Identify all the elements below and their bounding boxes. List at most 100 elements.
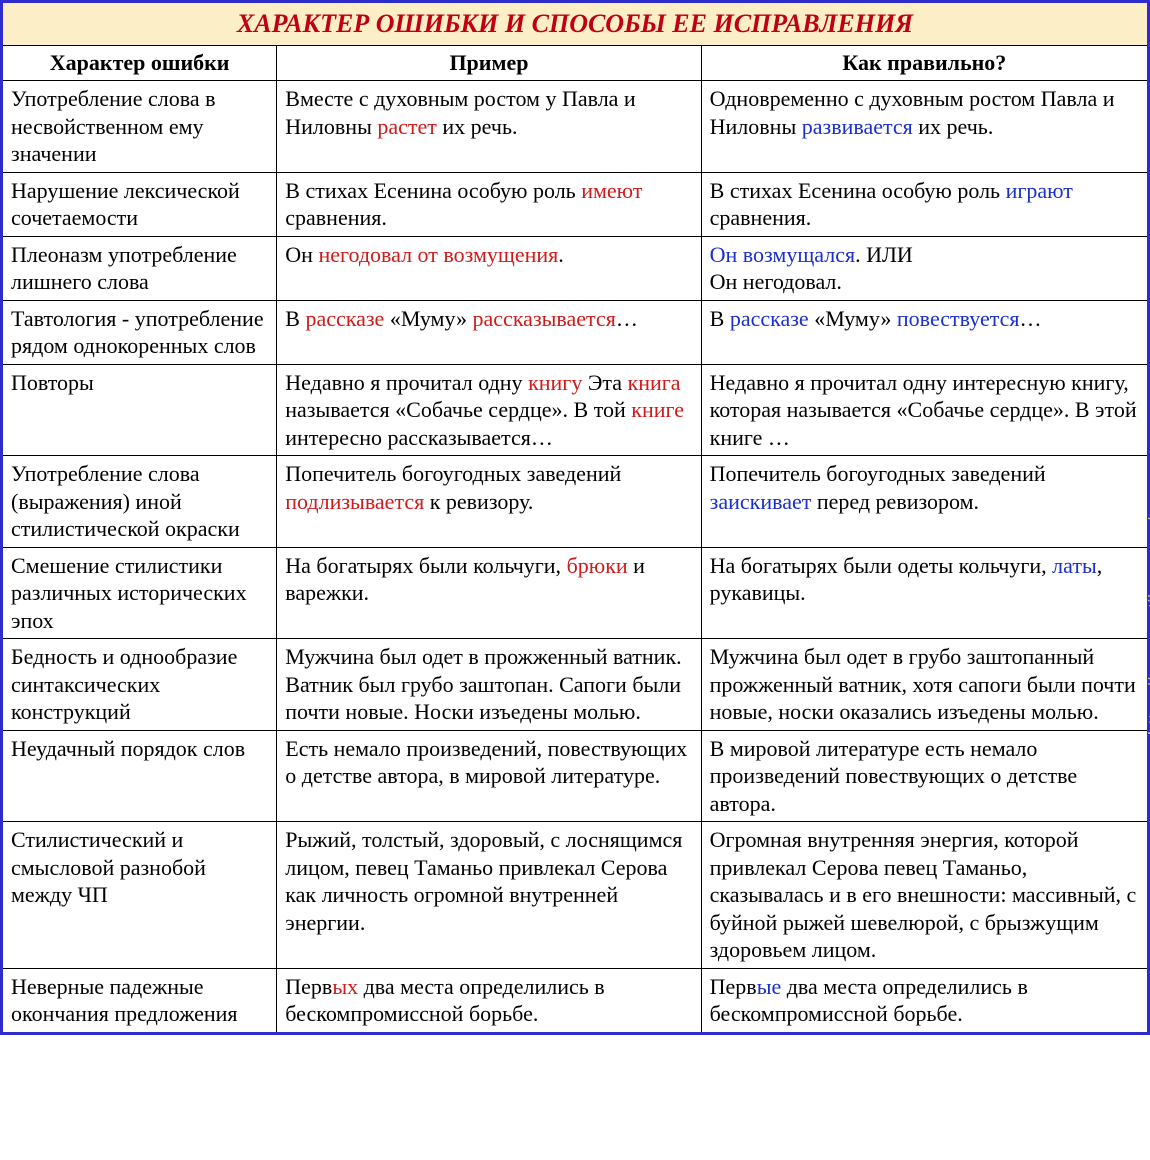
text-run: . ИЛИ (855, 242, 913, 267)
cell-error-type: Бедность и однообразие синтаксических ко… (2, 639, 277, 731)
cell-error-type: Тавтология - употребление рядом однокоре… (2, 300, 277, 364)
error-highlight: имеют (581, 178, 642, 203)
text-run: Он (285, 242, 318, 267)
table-row: Употребление слова в несвойственном ему … (2, 81, 1149, 173)
text-run: В стихах Есенина особую роль (710, 178, 1006, 203)
text-run: Огромная внутренняя энергия, которой при… (710, 827, 1137, 962)
text-run: В стихах Есенина особую роль (285, 178, 581, 203)
text-run: Перв (710, 974, 757, 999)
text-run: Эта (582, 370, 627, 395)
error-highlight: брюки (567, 553, 628, 578)
text-run: Мужчина был одет в грубо заштопанный про… (710, 644, 1136, 724)
cell-example: В стихах Есенина особую роль имеют сравн… (277, 172, 701, 236)
table-title: ХАРАКТЕР ОШИБКИ И СПОСОБЫ ЕЕ ИСПРАВЛЕНИЯ (2, 2, 1149, 46)
text-run: Перв (285, 974, 332, 999)
text-run: … (1020, 306, 1042, 331)
table-row: Употребление слова (выражения) иной стил… (2, 456, 1149, 548)
cell-example: Вместе с духовным ростом у Павла и Нилов… (277, 81, 701, 173)
cell-error-type: Нарушение лексической сочетаемости (2, 172, 277, 236)
table-row: Неудачный порядок словЕсть немало произв… (2, 730, 1149, 822)
error-highlight: подлизывается (285, 489, 424, 514)
table-row: ПовторыНедавно я прочитал одну книгу Эта… (2, 364, 1149, 456)
text-run: интересно рассказывается… (285, 425, 553, 450)
cell-error-type: Употребление слова (выражения) иной стил… (2, 456, 277, 548)
correct-highlight: развивается (802, 114, 913, 139)
error-highlight: ых (332, 974, 358, 999)
text-run: «Муму» (809, 306, 897, 331)
text-run: . (558, 242, 564, 267)
table-row: Смешение стилистики различных историческ… (2, 547, 1149, 639)
text-run: «Муму» (384, 306, 472, 331)
text-run: Есть немало произведений, повествующих о… (285, 736, 687, 789)
text-run: В (710, 306, 730, 331)
text-run: перед ревизором. (811, 489, 979, 514)
correct-highlight: латы (1052, 553, 1097, 578)
text-run: На богатырях были кольчуги, (285, 553, 566, 578)
errors-table: ХАРАКТЕР ОШИБКИ И СПОСОБЫ ЕЕ ИСПРАВЛЕНИЯ… (0, 0, 1150, 1035)
text-run: сравнения. (710, 205, 812, 230)
cell-correct: Он возмущался. ИЛИ Он негодовал. (701, 236, 1148, 300)
text-run: их речь. (913, 114, 994, 139)
text-run: Недавно я прочитал одну (285, 370, 528, 395)
cell-correct: В рассказе «Муму» повествуется… (701, 300, 1148, 364)
cell-example: На богатырях были кольчуги, брюки и варе… (277, 547, 701, 639)
col-header-example: Пример (277, 46, 701, 81)
error-highlight: книге (631, 397, 684, 422)
cell-example: Первых два места определились в бескомпр… (277, 968, 701, 1033)
cell-correct: Одновременно с духовным ростом Павла и Н… (701, 81, 1148, 173)
text-run: Недавно я прочитал одну интересную книгу… (710, 370, 1137, 450)
error-highlight: книга (628, 370, 681, 395)
col-header-correct: Как правильно? (701, 46, 1148, 81)
cell-correct: В стихах Есенина особую роль играют срав… (701, 172, 1148, 236)
text-run: к ревизору. (424, 489, 533, 514)
cell-correct: Попечитель богоугодных заведений заискив… (701, 456, 1148, 548)
table-row: Нарушение лексической сочетаемостиВ стих… (2, 172, 1149, 236)
cell-example: В рассказе «Муму» рассказывается… (277, 300, 701, 364)
cell-error-type: Неверные падежные окончания предложения (2, 968, 277, 1033)
cell-example: Недавно я прочитал одну книгу Эта книга … (277, 364, 701, 456)
page-container: https://grammatika-rus.ru/ ХАРАКТЕР ОШИБ… (0, 0, 1150, 1035)
text-run: их речь. (437, 114, 518, 139)
cell-error-type: Плеоназм употребление лишнего слова (2, 236, 277, 300)
header-row: Характер ошибки Пример Как правильно? (2, 46, 1149, 81)
cell-example: Он негодовал от возмущения. (277, 236, 701, 300)
cell-example: Рыжий, толстый, здоровый, с лоснящимся л… (277, 822, 701, 969)
error-highlight: растет (377, 114, 437, 139)
cell-correct: Первые два места определились в бескомпр… (701, 968, 1148, 1033)
text-run: В (285, 306, 305, 331)
table-row: Неверные падежные окончания предложенияП… (2, 968, 1149, 1033)
text-run: Попечитель богоугодных заведений (285, 461, 621, 486)
error-highlight: рассказе (305, 306, 384, 331)
cell-correct: В мировой литературе есть немало произве… (701, 730, 1148, 822)
cell-correct: Огромная внутренняя энергия, которой при… (701, 822, 1148, 969)
text-run: На богатырях были одеты кольчуги, (710, 553, 1053, 578)
correct-highlight: заискивает (710, 489, 812, 514)
text-run: Попечитель богоугодных заведений (710, 461, 1046, 486)
table-body: Употребление слова в несвойственном ему … (2, 81, 1149, 1034)
cell-error-type: Стилистический и смысловой разнобой межд… (2, 822, 277, 969)
error-highlight: негодовал от возмущения (318, 242, 558, 267)
col-header-type: Характер ошибки (2, 46, 277, 81)
cell-error-type: Неудачный порядок слов (2, 730, 277, 822)
cell-example: Попечитель богоугодных заведений подлизы… (277, 456, 701, 548)
watermark-text: https://grammatika-rus.ru/ (1146, 517, 1150, 735)
correct-highlight: Он возмущался (710, 242, 855, 267)
cell-error-type: Повторы (2, 364, 277, 456)
cell-correct: На богатырях были одеты кольчуги, латы, … (701, 547, 1148, 639)
text-run: называется «Собачье сердце». В той (285, 397, 631, 422)
correct-highlight: ые (757, 974, 782, 999)
cell-error-type: Смешение стилистики различных историческ… (2, 547, 277, 639)
text-run: Он негодовал. (710, 269, 842, 294)
title-row: ХАРАКТЕР ОШИБКИ И СПОСОБЫ ЕЕ ИСПРАВЛЕНИЯ (2, 2, 1149, 46)
correct-highlight: играют (1006, 178, 1073, 203)
table-row: Бедность и однообразие синтаксических ко… (2, 639, 1149, 731)
cell-example: Мужчина был одет в прожженный ватник. Ва… (277, 639, 701, 731)
table-row: Тавтология - употребление рядом однокоре… (2, 300, 1149, 364)
text-run: Рыжий, толстый, здоровый, с лоснящимся л… (285, 827, 682, 935)
cell-error-type: Употребление слова в несвойственном ему … (2, 81, 277, 173)
text-run: сравнения. (285, 205, 387, 230)
cell-correct: Мужчина был одет в грубо заштопанный про… (701, 639, 1148, 731)
correct-highlight: рассказе (730, 306, 809, 331)
table-row: Плеоназм употребление лишнего словаОн не… (2, 236, 1149, 300)
error-highlight: книгу (528, 370, 582, 395)
